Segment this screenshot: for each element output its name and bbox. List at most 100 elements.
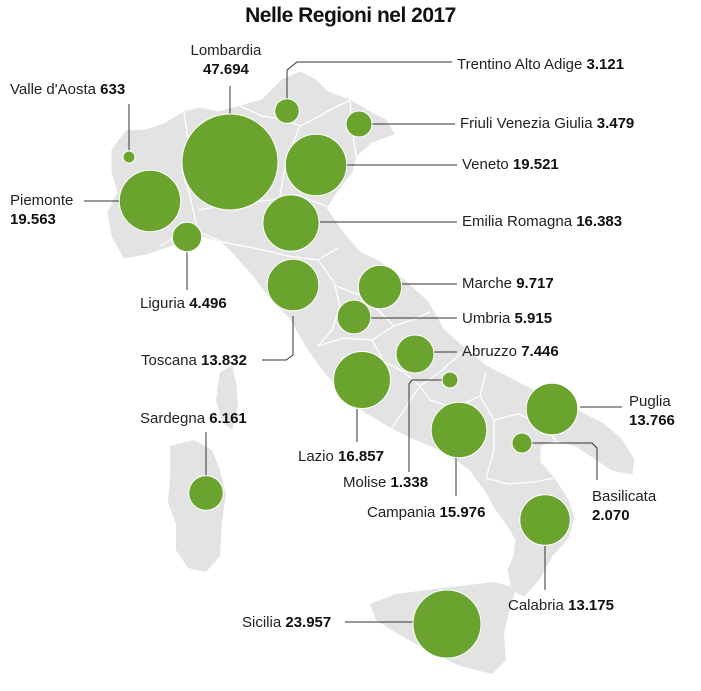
label-molise: Molise 1.338	[343, 473, 428, 492]
region-name: Emilia Romagna	[462, 213, 573, 230]
bubble-abruzzo	[395, 334, 435, 374]
region-name: Lazio	[298, 448, 334, 465]
region-value: 4.496	[189, 295, 227, 312]
region-name: Basilicata	[592, 488, 657, 505]
region-value: 9.717	[516, 275, 554, 292]
region-value: 13.766	[629, 412, 675, 429]
border-basilicata-calabria	[485, 477, 555, 485]
region-value: 633	[100, 81, 126, 98]
border-lazio-campania	[391, 385, 421, 429]
label-toscana: Toscana 13.832	[141, 351, 247, 370]
bubble-sardegna	[188, 475, 224, 511]
region-value: 5.915	[514, 310, 553, 327]
bubble-valle	[122, 150, 136, 164]
region-name: Friuli Venezia Giulia	[460, 115, 593, 132]
bubble-molise	[441, 371, 459, 389]
region-value: 1.338	[390, 474, 429, 491]
bubble-trentino	[274, 98, 300, 124]
bubble-puglia	[525, 382, 579, 436]
region-value: 19.521	[512, 156, 559, 173]
region-value: 3.121	[586, 56, 625, 73]
region-name: Abruzzo	[462, 343, 518, 360]
region-value: 47.694	[203, 61, 249, 78]
border-umbria-lazio	[317, 325, 395, 347]
region-name: Umbria	[462, 310, 511, 327]
region-value: 23.957	[285, 614, 332, 631]
label-campania: Campania 15.976	[367, 503, 485, 522]
label-basilicata: Basilicata 2.070	[592, 487, 656, 525]
bubble-veneto	[284, 133, 348, 197]
label-umbria: Umbria 5.915	[462, 309, 552, 328]
region-name: Puglia	[629, 393, 671, 410]
border-toscana-marche-umbria	[317, 259, 341, 347]
region-name: Calabria	[508, 597, 564, 614]
leader-trentino	[286, 61, 452, 100]
label-sicilia: Sicilia 23.957	[242, 613, 331, 632]
label-sardegna: Sardegna 6.161	[140, 409, 247, 428]
chart-title: Nelle Regioni nel 2017	[245, 4, 456, 27]
region-value: 13.175	[568, 597, 614, 614]
region-name: Liguria	[140, 295, 186, 312]
label-lazio: Lazio 16.857	[298, 447, 384, 466]
bubble-umbria	[336, 299, 372, 335]
label-liguria: Liguria 4.496	[140, 294, 227, 313]
bubble-basilicata	[511, 432, 533, 454]
region-value: 13.832	[201, 352, 247, 369]
label-puglia: Puglia 13.766	[629, 392, 675, 430]
label-calabria: Calabria 13.175	[508, 596, 614, 615]
region-name: Toscana	[141, 352, 197, 369]
border-piemonte-lombardia	[181, 111, 199, 233]
bubble-piemonte	[118, 169, 182, 233]
region-value: 3.479	[596, 115, 635, 132]
label-piemonte: Piemonte 19.563	[10, 191, 73, 229]
label-marche: Marche 9.717	[462, 274, 554, 293]
region-name: Molise	[343, 474, 387, 491]
region-name: Trentino Alto Adige	[457, 56, 583, 73]
region-name: Piemonte	[10, 192, 74, 209]
leader-toscana	[262, 316, 294, 361]
label-friuli: Friuli Venezia Giulia 3.479	[460, 114, 634, 133]
label-trentino: Trentino Alto Adige 3.121	[457, 55, 624, 74]
region-value: 16.857	[338, 448, 384, 465]
region-value: 16.383	[576, 213, 623, 230]
border-lazio-abruzzo	[371, 339, 421, 387]
label-abruzzo: Abruzzo 7.446	[462, 342, 559, 361]
bubble-lombardia	[181, 113, 279, 211]
region-name: Marche	[462, 275, 513, 292]
bubble-emilia	[262, 194, 320, 252]
bubble-sicilia	[412, 589, 482, 659]
region-name: Valle d'Aosta	[10, 81, 96, 98]
region-name: Lombardia	[190, 42, 262, 59]
leader-molise	[408, 379, 442, 472]
border-lombardia-trentino	[239, 105, 301, 127]
region-value: 6.161	[209, 410, 247, 427]
corsica-island	[216, 366, 238, 430]
label-valle: Valle d'Aosta 633	[10, 80, 125, 99]
leader-basilicata	[532, 442, 598, 480]
label-veneto: Veneto 19.521	[462, 155, 559, 174]
bubble-toscana	[266, 258, 320, 312]
border-emilia-toscana	[221, 241, 339, 261]
border-campania-basilicata	[479, 395, 495, 479]
bubble-campania	[430, 401, 488, 459]
border-abruzzo-molise	[419, 351, 463, 387]
label-lombardia: Lombardia 47.694	[191, 41, 262, 79]
border-trentino-veneto	[299, 99, 351, 127]
bubble-friuli	[345, 110, 373, 138]
leader-lines	[84, 61, 622, 623]
region-name: Campania	[367, 504, 436, 521]
region-value: 2.070	[592, 507, 630, 524]
bubble-liguria	[171, 221, 203, 253]
bubble-marche	[357, 264, 403, 310]
region-value: 7.446	[521, 343, 559, 360]
data-bubbles	[118, 98, 579, 659]
bubble-calabria	[519, 494, 571, 546]
label-emilia: Emilia Romagna 16.383	[462, 212, 622, 231]
region-name: Veneto	[462, 156, 509, 173]
region-name: Sardegna	[140, 410, 206, 427]
region-name: Sicilia	[242, 614, 282, 631]
region-value: 19.563	[10, 211, 56, 228]
border-marche-abruzzo	[393, 311, 431, 327]
